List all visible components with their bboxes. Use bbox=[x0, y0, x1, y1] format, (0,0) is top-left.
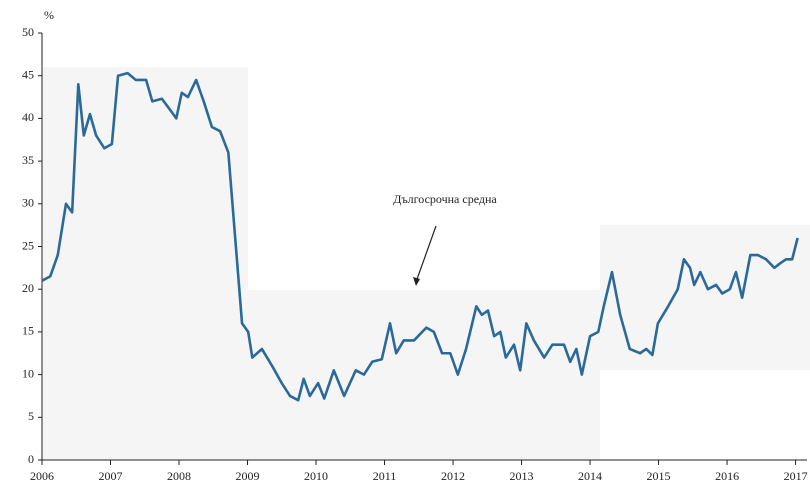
series-line bbox=[41, 71, 799, 402]
y-tick-label: 10 bbox=[22, 366, 34, 380]
annotation: Дългосрочна средна bbox=[393, 192, 497, 206]
x-tick-label: 2015 bbox=[647, 469, 671, 483]
x-tick-label: 2009 bbox=[236, 469, 260, 483]
shade bbox=[600, 225, 810, 370]
y-tick-label: 40 bbox=[22, 110, 34, 124]
x-tick-label: 2016 bbox=[715, 469, 739, 483]
shade bbox=[42, 67, 248, 460]
x-tick-label: 2017 bbox=[784, 469, 808, 483]
x-tick-label: 2012 bbox=[441, 469, 465, 483]
y-tick-label: 5 bbox=[28, 409, 34, 423]
x-tick-label: 2014 bbox=[578, 469, 602, 483]
x-tick-label: 2007 bbox=[99, 469, 123, 483]
x-tick-label: 2006 bbox=[30, 469, 54, 483]
y-tick-label: 30 bbox=[22, 196, 34, 210]
x-tick-label: 2010 bbox=[304, 469, 328, 483]
y-tick-label: 50 bbox=[22, 25, 34, 39]
annotation-arrow bbox=[415, 225, 437, 283]
x-tick-label: 2013 bbox=[510, 469, 534, 483]
y-tick-label: 0 bbox=[28, 452, 34, 466]
y-tick-label: 20 bbox=[22, 281, 34, 295]
shade bbox=[248, 290, 600, 460]
arrow-head bbox=[413, 277, 420, 286]
y-tick-label: 25 bbox=[22, 238, 34, 252]
x-tick-label: 2008 bbox=[167, 469, 191, 483]
y-tick-label: 45 bbox=[22, 67, 34, 81]
y-tick-label: 15 bbox=[22, 324, 34, 338]
x-tick-label: 2011 bbox=[373, 469, 397, 483]
y-unit: % bbox=[44, 8, 54, 22]
y-tick-label: 35 bbox=[22, 153, 34, 167]
